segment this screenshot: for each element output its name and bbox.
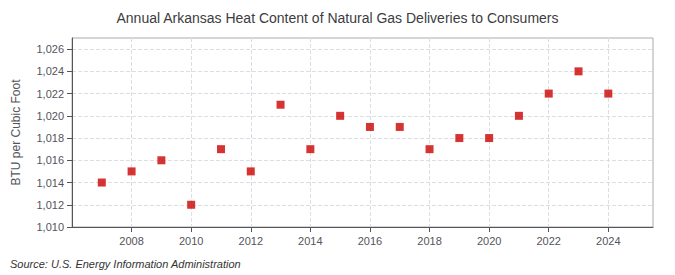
svg-text:Annual Arkansas Heat Content o: Annual Arkansas Heat Content of Natural …	[117, 10, 559, 26]
svg-text:2008: 2008	[119, 235, 143, 247]
svg-text:1,016: 1,016	[36, 154, 64, 166]
svg-text:1,020: 1,020	[36, 110, 64, 122]
svg-text:2012: 2012	[239, 235, 263, 247]
svg-text:2018: 2018	[417, 235, 441, 247]
svg-text:1,022: 1,022	[36, 88, 64, 100]
svg-text:2016: 2016	[358, 235, 382, 247]
svg-text:1,012: 1,012	[36, 199, 64, 211]
svg-text:2014: 2014	[298, 235, 322, 247]
svg-text:1,026: 1,026	[36, 43, 64, 55]
svg-text:BTU per Cubic Foot: BTU per Cubic Foot	[9, 79, 23, 186]
svg-text:1,024: 1,024	[36, 65, 64, 77]
svg-text:1,010: 1,010	[36, 221, 64, 233]
svg-text:2024: 2024	[596, 235, 620, 247]
svg-text:Source: U.S. Energy Informatio: Source: U.S. Energy Information Administ…	[10, 258, 241, 270]
svg-text:2022: 2022	[536, 235, 560, 247]
svg-text:2020: 2020	[477, 235, 501, 247]
svg-text:2010: 2010	[179, 235, 203, 247]
svg-text:1,018: 1,018	[36, 132, 64, 144]
svg-text:1,014: 1,014	[36, 177, 64, 189]
